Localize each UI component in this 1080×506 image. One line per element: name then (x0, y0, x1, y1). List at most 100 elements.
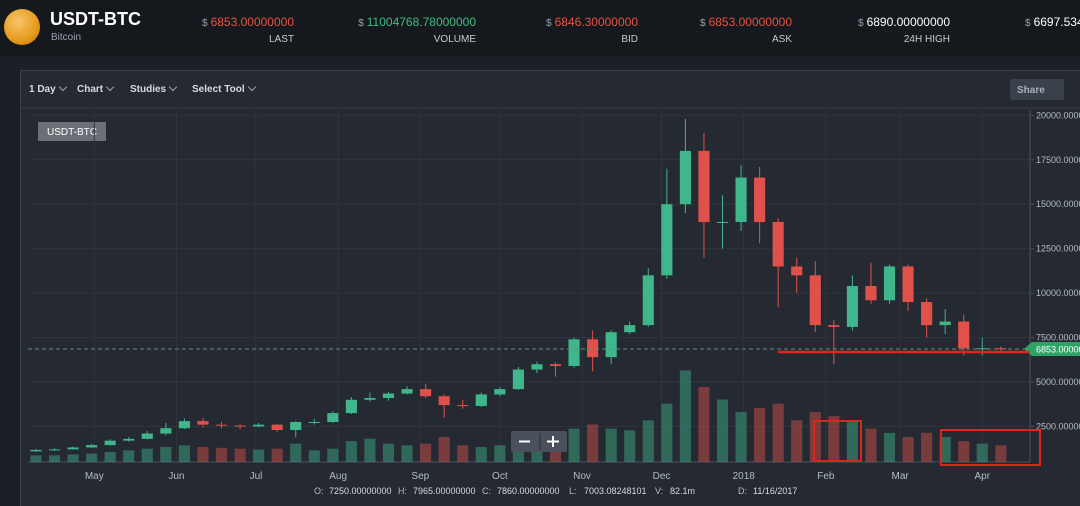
candle-body (549, 364, 562, 366)
candle-body (791, 266, 803, 276)
candle-body (809, 275, 821, 326)
stat-label: BID (621, 34, 638, 45)
candle-body (364, 398, 376, 400)
zoom-controls (511, 431, 567, 452)
candle-body (253, 424, 265, 427)
x-tick-label: Oct (492, 471, 508, 482)
info-key: O: (314, 486, 324, 496)
y-tick-label: 12500.00000000 (1036, 244, 1080, 254)
x-tick-label: Apr (7, 471, 23, 482)
volume-bar (754, 407, 766, 462)
candle-body (382, 393, 395, 398)
candle-body (716, 222, 729, 223)
ohlc-info: O: 7250.00000000 H: 7965.00000000 C: 7860.000… (314, 486, 797, 496)
volume-bar (253, 449, 265, 462)
volume-bar (382, 443, 395, 462)
info-value: 7965.00000000 (413, 486, 476, 496)
info-key: D: (738, 486, 747, 496)
candle-body (754, 177, 766, 222)
x-tick-label: Apr (975, 471, 991, 482)
x-tick-label: Jul (250, 471, 263, 482)
volume-bar (420, 443, 432, 462)
coin-icon (4, 9, 40, 45)
toolbar-menu[interactable]: Chart (77, 84, 113, 95)
share-label: Share (1017, 85, 1045, 96)
volume-bar (624, 430, 636, 462)
volume-bar (345, 441, 357, 462)
candle-body (178, 421, 190, 429)
candle-body (624, 325, 636, 333)
volume-bar (846, 420, 858, 462)
volume-bar (939, 437, 951, 462)
share-button[interactable] (1010, 79, 1064, 100)
volume-bar (475, 447, 487, 462)
currency: $ (358, 18, 364, 29)
info-value: 7250.00000000 (329, 486, 392, 496)
candle-body (902, 266, 914, 302)
volume-bar (995, 445, 1007, 462)
volume-bar (141, 448, 153, 462)
x-tick-label: Mar (891, 471, 909, 482)
y-tick-label: 17500.00000000 (1036, 155, 1080, 165)
volume-bar (976, 443, 988, 462)
volume-bar (958, 441, 970, 462)
volume-bar (661, 403, 673, 462)
candle-body (160, 428, 172, 434)
x-tick-label: 2018 (733, 471, 756, 482)
volume-bar (234, 448, 246, 462)
volume-bar (716, 399, 729, 462)
y-tick-label: 15000.00000000 (1036, 199, 1080, 209)
candle-body (679, 150, 691, 205)
volume-bar (494, 445, 506, 462)
stat-label: ASK (771, 34, 792, 45)
stat: $6890.00000000 24H HIGH (750, 15, 950, 45)
currency: $ (546, 18, 552, 29)
volume-bar (921, 432, 933, 462)
chart-tag (38, 122, 106, 141)
info-key: V: (655, 486, 663, 496)
x-axis: Apr May Jun Jul Aug Sep Oct Nov Dec 2018 Feb Mar Apr (7, 471, 991, 482)
info-key: H: (398, 486, 407, 496)
candle-body (475, 394, 487, 406)
plot-area (28, 110, 1030, 462)
toolbar-menu[interactable]: 1 Day (29, 84, 66, 95)
stat-value: 6846.30000000 (554, 15, 638, 29)
volume-bar (902, 437, 914, 462)
stat-value: 6890.00000000 (866, 15, 950, 29)
stat-value: 6853.00000000 (210, 15, 294, 29)
candle-body (939, 321, 951, 326)
candle-body (345, 399, 357, 414)
volume-bar (438, 437, 450, 462)
toolbar-menu[interactable]: Select Tool (192, 84, 255, 95)
volume-bar (364, 438, 376, 462)
candle-body (438, 396, 450, 406)
candle-body (883, 266, 896, 301)
volume-bar (123, 450, 135, 462)
volume-bar (215, 447, 228, 462)
coin-name: Bitcoin (51, 32, 82, 43)
candle-body (661, 204, 673, 276)
volume-bar (178, 445, 190, 462)
currency: $ (700, 18, 706, 29)
volume-bar (865, 428, 877, 462)
volume-bar (30, 455, 42, 462)
annotations (778, 350, 1041, 466)
currency: $ (1025, 18, 1031, 29)
candle-body (215, 424, 228, 426)
volume-bar (86, 453, 98, 462)
volume-bar (290, 443, 302, 462)
stat: $6853.00000000 LAST (94, 15, 294, 45)
candle-body (995, 348, 1007, 350)
toolbar-menu[interactable]: Studies (130, 84, 176, 95)
volume-bar (587, 424, 599, 462)
info-key: L: (569, 486, 577, 496)
candle-body (512, 369, 524, 390)
currency: $ (858, 18, 864, 29)
candle-body (698, 150, 710, 222)
stat: $11004768.78000000 VOLUME (276, 15, 476, 45)
candle-body (308, 422, 320, 423)
annotation-box (813, 420, 862, 462)
candle-body (735, 177, 747, 222)
info-value: 11/16/2017 (753, 486, 797, 496)
